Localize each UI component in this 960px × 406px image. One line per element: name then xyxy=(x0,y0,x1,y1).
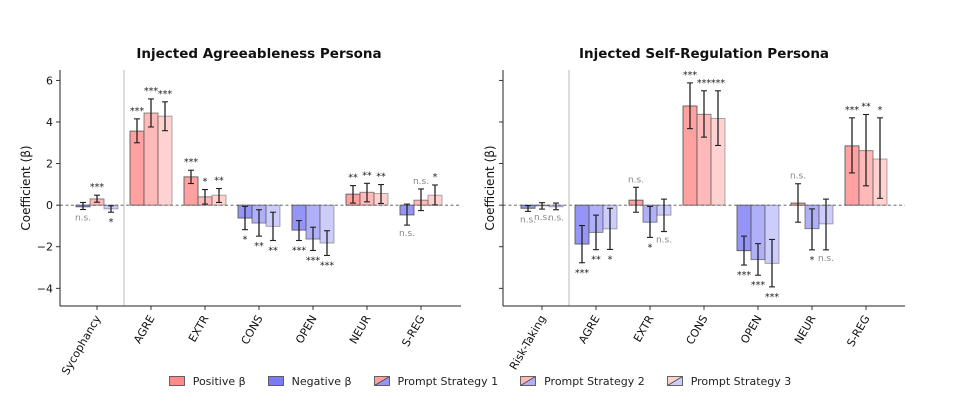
significance-label: *** xyxy=(130,106,145,117)
significance-label: * xyxy=(243,235,248,246)
significance-label: *** xyxy=(845,105,860,116)
legend-swatch-strategy-2 xyxy=(520,376,537,386)
significance-label: *** xyxy=(697,78,712,89)
legend-swatch-strategy-3 xyxy=(666,376,683,386)
significance-label: * xyxy=(433,172,438,183)
y-axis-label: Coefficient (β) xyxy=(19,145,33,230)
x-tick-label: CONS xyxy=(684,313,711,347)
legend-swatch-positive xyxy=(168,376,185,386)
legend-swatch-strategy-1 xyxy=(373,376,390,386)
significance-label: ** xyxy=(348,173,358,184)
y-axis-label: Coefficient (β) xyxy=(483,145,497,230)
legend-label-strategy-3: Prompt Strategy 3 xyxy=(690,374,792,388)
significance-label: ** xyxy=(214,176,224,187)
x-tick-label: OPEN xyxy=(293,313,320,346)
legend-label-strategy-1: Prompt Strategy 1 xyxy=(397,374,499,388)
y-tick-label: −4 xyxy=(37,282,53,295)
chart-panel-2: Injected Self-Regulation Persona Coeffici… xyxy=(483,46,905,372)
significance-label: n.s. xyxy=(548,214,564,224)
x-tick-label: CONS xyxy=(239,313,266,347)
legend-item-strategy-3: Prompt Strategy 3 xyxy=(666,374,792,388)
significance-label: n.s. xyxy=(399,229,415,239)
legend-item-positive: Positive β xyxy=(168,374,246,388)
significance-label: ** xyxy=(254,241,264,252)
chart-title: Injected Agreeableness Persona xyxy=(136,46,381,62)
x-tick-label: AGRE xyxy=(131,313,158,346)
legend-label-strategy-2: Prompt Strategy 2 xyxy=(544,374,645,388)
significance-label: n.s. xyxy=(656,236,672,246)
significance-label: *** xyxy=(737,270,752,281)
legend-swatch-negative xyxy=(267,376,284,386)
significance-label: * xyxy=(878,105,883,116)
legend-item-negative: Negative β xyxy=(267,374,352,388)
significance-label: *** xyxy=(320,260,335,271)
significance-label: * xyxy=(648,242,653,253)
significance-label: ** xyxy=(861,101,871,112)
x-tick-label: OPEN xyxy=(738,313,765,346)
y-tick-label: −2 xyxy=(37,241,53,254)
legend: Positive β Negative β Prompt Strategy 1 … xyxy=(0,371,960,391)
legend-swatch-graphic xyxy=(666,376,683,386)
significance-label: ** xyxy=(376,172,386,183)
y-tick-label: 2 xyxy=(46,158,53,171)
significance-label: *** xyxy=(751,280,766,291)
legend-item-strategy-1: Prompt Strategy 1 xyxy=(373,374,499,388)
legend-swatch-graphic xyxy=(373,376,390,386)
significance-label: * xyxy=(608,254,613,265)
significance-label: *** xyxy=(683,70,698,81)
legend-item-strategy-2: Prompt Strategy 2 xyxy=(520,375,645,388)
significance-label: *** xyxy=(575,268,590,279)
significance-label: n.s. xyxy=(413,177,429,187)
significance-label: *** xyxy=(184,157,199,168)
significance-label: n.s. xyxy=(628,175,644,185)
significance-label: *** xyxy=(306,255,321,266)
significance-label: n.s. xyxy=(818,254,834,264)
x-tick-label: AGRE xyxy=(576,313,603,346)
x-tick-label: S-REG xyxy=(844,313,872,349)
legend-swatch-graphic xyxy=(168,376,185,386)
significance-label: n.s. xyxy=(75,214,91,224)
x-tick-label: Sycophancy xyxy=(59,313,104,378)
legend-swatch-graphic xyxy=(267,376,284,386)
legend-label-negative: Negative β xyxy=(291,374,352,388)
significance-label: *** xyxy=(711,78,726,89)
significance-label: * xyxy=(109,217,114,228)
significance-label: n.s. xyxy=(520,215,536,225)
x-tick-label: S-REG xyxy=(399,313,427,349)
significance-label: *** xyxy=(765,292,780,303)
significance-label: ** xyxy=(591,255,601,266)
x-tick-label: Risk-Taking xyxy=(507,313,549,372)
x-tick-label: EXTR xyxy=(631,313,657,345)
y-tick-label: 4 xyxy=(46,116,53,129)
legend-label-positive: Positive β xyxy=(192,374,246,388)
x-tick-label: EXTR xyxy=(186,313,212,345)
chart-title: Injected Self-Regulation Persona xyxy=(579,46,829,62)
legend-swatch-graphic xyxy=(520,376,537,386)
chart-panel-1: Injected Agreeableness Persona Coefficien… xyxy=(19,46,461,377)
significance-label: *** xyxy=(158,89,173,100)
x-tick-label: NEUR xyxy=(792,313,819,347)
significance-label: * xyxy=(810,255,815,266)
y-tick-label: 0 xyxy=(46,199,53,212)
significance-label: *** xyxy=(292,246,307,257)
significance-label: n.s. xyxy=(534,213,550,223)
significance-label: n.s. xyxy=(790,172,806,182)
significance-label: * xyxy=(203,177,208,188)
y-tick-label: 6 xyxy=(46,74,53,87)
significance-label: *** xyxy=(144,86,159,97)
significance-label: ** xyxy=(362,170,372,181)
x-tick-label: NEUR xyxy=(347,313,374,347)
significance-label: *** xyxy=(90,182,105,193)
significance-label: ** xyxy=(268,246,278,257)
